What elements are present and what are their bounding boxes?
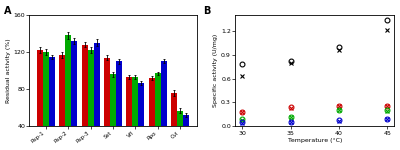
- Bar: [37, 50, 43, 150]
- Y-axis label: Specific activity (U/mg): Specific activity (U/mg): [213, 34, 218, 107]
- Bar: [132, 77, 138, 150]
- Bar: [126, 77, 132, 150]
- Bar: [171, 93, 177, 150]
- Bar: [49, 57, 55, 150]
- Bar: [59, 55, 65, 150]
- Bar: [177, 111, 183, 150]
- Text: B: B: [203, 6, 211, 16]
- Bar: [154, 73, 160, 150]
- Bar: [138, 83, 144, 150]
- Bar: [71, 41, 77, 150]
- Bar: [110, 74, 116, 150]
- Bar: [116, 61, 122, 150]
- Bar: [104, 58, 110, 150]
- Bar: [148, 78, 154, 150]
- X-axis label: Temperature (°C): Temperature (°C): [288, 138, 342, 143]
- Bar: [160, 61, 166, 150]
- Bar: [65, 35, 71, 150]
- Bar: [43, 52, 49, 150]
- Bar: [183, 115, 189, 150]
- Bar: [94, 43, 100, 150]
- Text: A: A: [4, 6, 12, 16]
- Bar: [82, 45, 88, 150]
- Bar: [88, 50, 94, 150]
- Y-axis label: Residual activity (%): Residual activity (%): [6, 38, 10, 103]
